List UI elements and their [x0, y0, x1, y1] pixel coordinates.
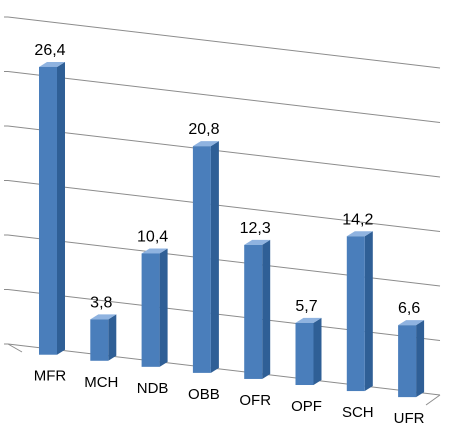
category-label: UFR — [394, 410, 425, 427]
data-label: 26,4 — [34, 42, 65, 59]
data-label: 10,4 — [137, 228, 168, 245]
bar-top-face — [141, 248, 168, 254]
category-label: OFR — [239, 392, 271, 409]
data-label: 6,6 — [398, 300, 420, 317]
bar-top-face — [90, 314, 117, 320]
bar-front-face — [39, 66, 57, 355]
bar-top-face — [295, 317, 322, 323]
category-label: MCH — [84, 374, 118, 391]
bar-mfr — [39, 61, 65, 355]
bar-front-face — [295, 322, 314, 386]
bar-side-face — [210, 141, 219, 373]
gridline — [7, 289, 441, 341]
bar-front-face — [346, 236, 365, 392]
floor-edge — [425, 394, 441, 406]
floor-edge — [7, 343, 23, 353]
bar-front-face — [90, 319, 109, 361]
gridline — [7, 180, 441, 232]
bar-side-face — [313, 317, 322, 386]
bar-mch — [90, 314, 117, 361]
gridlines — [4, 16, 441, 406]
category-label: NDB — [137, 380, 169, 397]
category-label: OPF — [291, 398, 322, 415]
bar-side-face — [159, 248, 168, 367]
category-label: OBB — [188, 386, 220, 403]
bar-top-face — [398, 320, 425, 326]
gridline — [7, 71, 441, 123]
gridline — [7, 16, 441, 69]
bar-top-face — [39, 61, 65, 67]
bar-top-face — [346, 231, 373, 237]
bar-top-face — [192, 141, 219, 147]
bar-top-face — [244, 239, 271, 245]
category-labels: MFR MCH NDB OBB OFR OPF SCH UFR — [34, 368, 425, 427]
bar-side-face — [364, 231, 373, 392]
bar-side-face — [262, 239, 271, 379]
bar-ndb — [141, 248, 168, 367]
bars — [39, 61, 425, 398]
data-label: 3,8 — [90, 294, 112, 311]
data-label: 20,8 — [188, 121, 219, 138]
data-label: 14,2 — [342, 211, 373, 228]
bar-side-face — [416, 320, 425, 398]
data-label: 5,7 — [295, 298, 317, 315]
gridline — [7, 234, 441, 287]
bar-side-face — [57, 61, 65, 355]
bar-opf — [295, 317, 322, 386]
bar-ofr — [244, 239, 271, 379]
bar-front-face — [244, 244, 263, 379]
bar-ufr — [398, 320, 425, 398]
bar-front-face — [141, 253, 160, 367]
data-label: 12,3 — [240, 220, 271, 237]
category-label: MFR — [34, 368, 67, 385]
category-label: SCH — [342, 404, 374, 421]
bar-front-face — [398, 325, 417, 398]
data-labels: 26,4 3,8 10,4 20,8 12,3 5,7 14,2 6,6 — [34, 42, 420, 317]
bar-side-face — [108, 314, 117, 361]
gridline — [7, 125, 441, 178]
bar-sch — [346, 231, 373, 392]
floor-line — [7, 343, 441, 396]
bar-front-face — [192, 146, 211, 373]
bar-obb — [192, 141, 219, 373]
